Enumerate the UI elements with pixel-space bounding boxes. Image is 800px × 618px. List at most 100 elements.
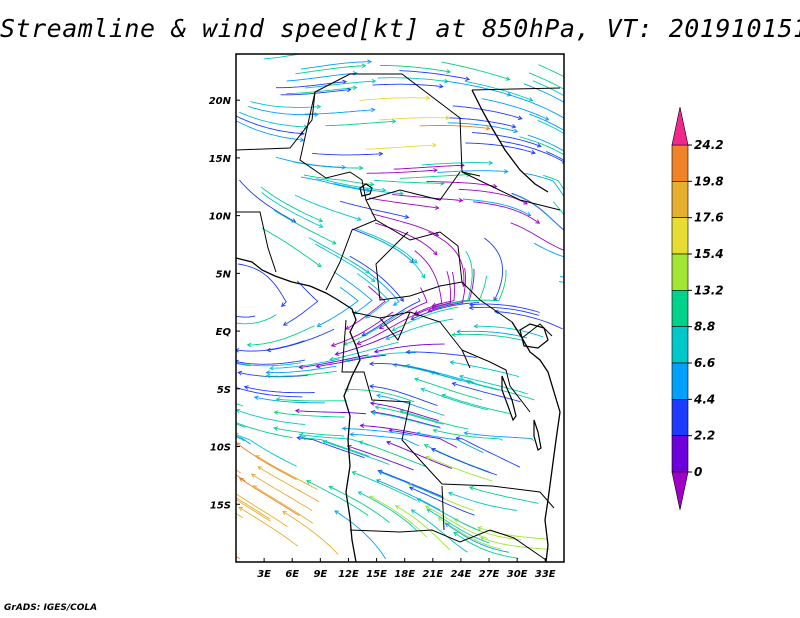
streamline-arrow <box>434 205 440 210</box>
latitude-ticks: 20N 15N 10N 5N EQ 5S 10S 15S <box>209 96 240 511</box>
streamline <box>452 333 523 341</box>
streamline <box>349 255 404 302</box>
streamline <box>465 142 536 154</box>
streamline-arrow <box>211 480 215 484</box>
streamline <box>339 200 409 218</box>
streamline <box>481 98 549 121</box>
streamline-arrow <box>488 160 494 166</box>
streamline-arrow <box>420 273 426 279</box>
streamline-arrow <box>299 137 305 143</box>
streamline <box>519 136 564 156</box>
streamline-arrow <box>358 165 364 171</box>
colorbar-bottom-arrow <box>671 471 689 511</box>
streamline <box>253 485 314 524</box>
streamline-arrow <box>334 510 340 515</box>
streamline-arrow <box>430 448 436 453</box>
streamline <box>366 169 438 174</box>
streamline-arrow <box>585 222 589 226</box>
streamline <box>369 495 428 538</box>
streamline-arrow <box>415 431 421 437</box>
streamline-arrow <box>477 526 483 531</box>
streamline-arrow <box>505 76 511 81</box>
streamline <box>236 366 237 368</box>
streamline-arrow <box>517 115 523 120</box>
streamline-arrow <box>493 309 499 315</box>
streamline <box>377 77 449 83</box>
streamline-arrow <box>314 112 319 117</box>
streamline <box>294 194 362 221</box>
streamline-arrow <box>370 107 376 113</box>
streamline <box>343 310 406 346</box>
streamline-arrow <box>528 97 534 102</box>
streamline <box>474 325 544 338</box>
streamline-arrow <box>385 335 391 341</box>
streamline-arrow <box>331 240 337 245</box>
east-africa-coastline <box>511 321 561 562</box>
colorbar-level-label: 15.4 <box>694 247 724 261</box>
streamline-arrow <box>585 165 589 169</box>
streamline <box>477 526 548 540</box>
colorbar-band <box>671 399 689 436</box>
lake-malawi <box>533 419 542 451</box>
streamline-arrow <box>451 381 457 387</box>
streamline <box>393 164 465 170</box>
streamline <box>311 152 383 156</box>
streamline <box>406 351 477 359</box>
lat-tick-label: 10N <box>209 212 232 223</box>
streamline <box>276 81 347 89</box>
streamline-arrow <box>257 466 263 471</box>
streamline <box>359 441 426 467</box>
streamline <box>452 105 522 120</box>
streamline-arrow <box>405 363 410 369</box>
lon-tick-label: 18E <box>394 569 415 580</box>
streamline-arrow <box>451 332 456 337</box>
streamline-arrow <box>346 444 352 450</box>
streamline-arrow <box>369 401 375 406</box>
streamline <box>378 117 450 121</box>
streamline <box>375 406 444 425</box>
streamline-arrow <box>456 329 461 334</box>
streamline <box>261 227 322 267</box>
streamline-arrow <box>405 349 411 355</box>
streamlines <box>178 54 589 560</box>
streamline-arrow <box>328 485 334 490</box>
streamline <box>244 386 315 394</box>
lake-victoria <box>519 323 549 349</box>
streamline <box>238 371 309 378</box>
streamline <box>306 480 369 516</box>
streamline-arrow <box>413 311 419 316</box>
streamline-arrow <box>182 371 186 375</box>
streamline <box>305 80 376 89</box>
streamline-arrow <box>399 191 405 196</box>
streamline-arrow <box>432 250 438 256</box>
streamline-arrow <box>381 187 387 193</box>
streamline <box>286 72 357 82</box>
colorbar-band <box>671 435 689 473</box>
streamline-arrow <box>506 92 512 97</box>
streamline <box>295 65 366 75</box>
streamline-arrow <box>579 163 583 167</box>
streamline <box>448 492 517 511</box>
streamline <box>456 437 521 468</box>
lon-tick-label: 12E <box>338 569 359 580</box>
streamline <box>355 228 418 264</box>
colorbar-band <box>671 217 689 255</box>
streamline-arrow <box>371 78 377 84</box>
streamline-arrow <box>373 348 379 354</box>
streamline-arrow <box>334 351 340 356</box>
streamline-arrow <box>513 128 519 134</box>
streamline <box>504 93 564 119</box>
streamline <box>368 197 439 209</box>
streamline <box>395 505 451 551</box>
streamline <box>426 181 497 188</box>
streamline <box>494 311 563 330</box>
grads-credit: GrADS: IGES/COLA <box>4 603 98 613</box>
streamline <box>236 409 306 425</box>
streamline <box>430 371 499 391</box>
lon-tick-label: 9E <box>313 569 327 580</box>
streamline-arrow <box>178 482 182 486</box>
streamline-arrow <box>561 159 564 164</box>
streamline-arrow <box>369 361 374 367</box>
streamline <box>316 354 386 368</box>
streamline-arrow <box>485 125 491 131</box>
